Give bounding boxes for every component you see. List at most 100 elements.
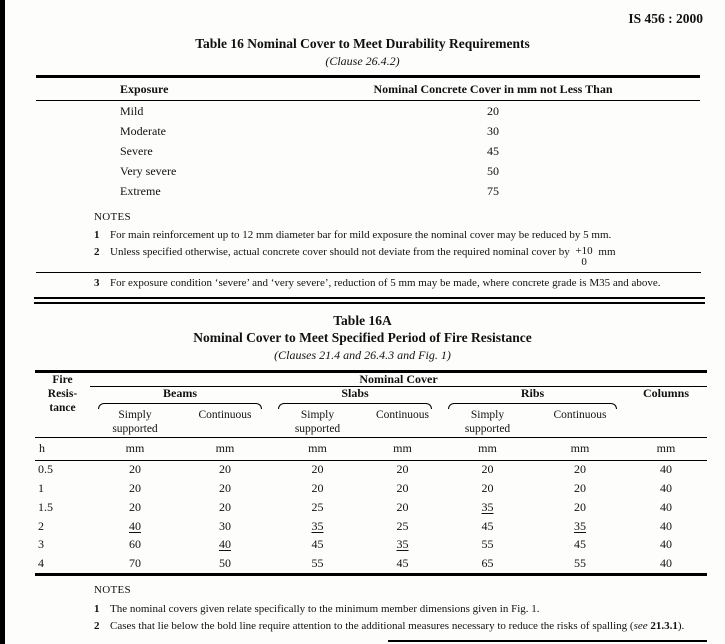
exposure-cell: Mild <box>120 103 144 118</box>
table-row: 0.5 20 20 20 20 20 20 40 <box>35 460 707 479</box>
fire-header-line: tance <box>49 402 76 415</box>
table-row: Very severe 50 <box>36 161 700 181</box>
cover-value-cell: 50 <box>219 556 231 571</box>
tolerance-lower: 0 <box>581 256 587 269</box>
cover-value-cell-below-bold-line: 40 <box>219 537 231 552</box>
cover-value-cell: 20 <box>396 480 409 495</box>
cover-value-cell: 55 <box>574 556 586 571</box>
table-row: 1 20 20 20 20 20 20 40 <box>35 479 707 498</box>
note-number: 3 <box>94 276 100 289</box>
cover-value-cell: 40 <box>660 462 672 477</box>
cover-value-cell: 20 <box>574 480 586 495</box>
cover-value-cell: 20 <box>396 462 409 477</box>
group-label: Slabs <box>341 386 369 401</box>
unit-mm: mm <box>535 436 625 461</box>
cover-value-cell: 20 <box>396 499 409 514</box>
group-slabs: Slabs <box>270 386 440 410</box>
fire-header-line: Fire <box>52 373 73 386</box>
units-row: h mm mm mm mm mm mm mm <box>35 436 708 461</box>
table16a-title-line2: Nominal Cover to Meet Specified Period o… <box>193 329 532 345</box>
scan-crop-artifact <box>388 640 707 642</box>
document-reference: IS 456 : 2000 <box>628 11 703 26</box>
header-row-nominal-cover: Fire Resis- tance Nominal Cover <box>35 371 708 414</box>
cover-cell: 50 <box>487 163 499 178</box>
unit-mm: mm <box>365 436 440 461</box>
divider-rule <box>36 271 701 273</box>
table16a-notes: NOTES 1 The nominal covers given relate … <box>94 582 705 634</box>
subcol-label: Continuous <box>553 409 607 422</box>
fire-resistance-cell: 0.5 <box>38 462 53 477</box>
exposure-cell: Very severe <box>120 163 177 178</box>
cover-value-cell: 70 <box>129 556 141 571</box>
cover-value-cell-below-bold-line: 40 <box>129 518 141 533</box>
note-text-unit: mm <box>598 246 616 259</box>
cover-value-cell: 20 <box>129 462 141 477</box>
note-number: 2 <box>94 246 100 259</box>
note-text-pre: Unless specified otherwise, actual concr… <box>110 246 570 259</box>
cover-value-cell: 40 <box>660 518 672 533</box>
cover-value-cell: 20 <box>129 480 141 495</box>
fire-resistance-cell: 3 <box>38 537 44 552</box>
subcol-label: Simply supported <box>294 409 341 436</box>
cover-value-cell: 40 <box>660 556 672 571</box>
cover-value-cell: 45 <box>481 518 494 533</box>
nominal-cover-header: Nominal Cover <box>90 371 708 388</box>
note-number: 2 <box>94 619 100 632</box>
subcol-simply-supported: Simply supported <box>90 409 180 437</box>
fire-header-line: Resis- <box>47 388 78 401</box>
exposure-cell: Severe <box>120 143 153 158</box>
table-row: 1.5 20 20 25 20 35 20 40 <box>35 498 707 517</box>
cover-value-cell-below-bold-line: 35 <box>311 518 324 533</box>
note-number: 1 <box>94 229 100 242</box>
note-item: 1 For main reinforcement up to 12 mm dia… <box>94 227 705 244</box>
notes-label: NOTES <box>94 211 131 223</box>
cover-value-cell: 20 <box>219 462 231 477</box>
note-item: 2 Unless specified otherwise, actual con… <box>94 244 705 269</box>
cover-value-cell: 55 <box>481 537 494 552</box>
cover-value-cell: 40 <box>660 480 672 495</box>
scan-edge-artifact <box>0 0 5 644</box>
note-item: 2 Cases that lie below the bold line req… <box>94 618 705 635</box>
cover-value-cell: 60 <box>129 537 141 552</box>
subcol-empty <box>625 409 707 437</box>
subcol-continuous: Continuous <box>365 409 440 437</box>
group-brace <box>448 403 617 410</box>
cover-cell: 75 <box>487 183 499 198</box>
table-row: Moderate 30 <box>36 121 700 141</box>
cover-value-cell: 45 <box>574 537 586 552</box>
cover-value-cell: 65 <box>481 556 494 571</box>
subcol-label: Continuous <box>198 409 252 422</box>
tolerance-stack: +10 0 <box>575 244 593 269</box>
subcol-continuous: Continuous <box>180 409 270 437</box>
unit-mm: mm <box>90 436 180 461</box>
cover-value-cell: 40 <box>660 537 672 552</box>
tolerance-upper: +10 <box>575 244 593 257</box>
cover-cell: 45 <box>487 143 499 158</box>
section-divider <box>34 296 705 304</box>
note-text: For main reinforcement up to 12 mm diame… <box>110 229 612 242</box>
durability-table: Exposure Nominal Concrete Cover in mm no… <box>36 75 700 201</box>
subcol-simply-supported: Simply supported <box>270 409 365 437</box>
cover-value-cell: 25 <box>311 499 324 514</box>
cover-value-cell: 20 <box>574 499 586 514</box>
unit-mm: mm <box>270 436 365 461</box>
header-row-subcolumns: Simply supported Continuous Simply suppo… <box>35 409 707 437</box>
cover-value-cell-below-bold-line: 35 <box>396 537 409 552</box>
note-text-post: ). <box>677 619 685 632</box>
cover-value-cell: 40 <box>660 499 672 514</box>
see-italic: see <box>633 619 648 632</box>
fire-resistance-cell: 1 <box>38 480 44 495</box>
table-row: 3 60 40 45 35 55 45 40 <box>35 536 707 555</box>
cover-value-cell: 20 <box>481 480 494 495</box>
subcol-label: Continuous <box>375 409 430 422</box>
fire-resistance-header: Fire Resis- tance <box>35 371 90 437</box>
table16-title: Table 16 Nominal Cover to Meet Durabilit… <box>195 36 530 51</box>
note-text: For exposure condition ‘severe’ and ‘ver… <box>110 276 661 289</box>
unit-h: h <box>35 436 90 461</box>
note-text: The nominal covers given relate specific… <box>110 602 540 615</box>
cover-cell: 30 <box>487 123 499 138</box>
note-text: Unless specified otherwise, actual concr… <box>110 244 705 269</box>
subcol-continuous: Continuous <box>535 409 625 437</box>
cover-value-cell: 20 <box>219 499 231 514</box>
